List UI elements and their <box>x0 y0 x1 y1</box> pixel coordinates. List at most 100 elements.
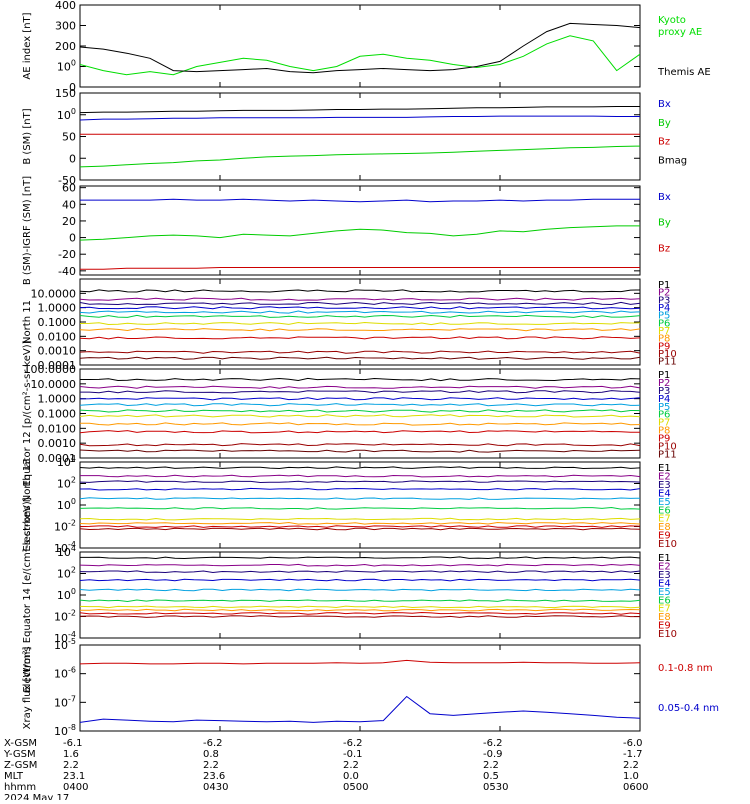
series-line-p9 <box>80 336 640 340</box>
series-line-kyoto-proxy-ae <box>80 35 640 76</box>
series-line-p4 <box>80 306 640 310</box>
series-line-0-05-0-4-nm <box>80 695 640 723</box>
series-line-p7 <box>80 321 640 326</box>
legend-label: E10 <box>658 629 677 640</box>
legend-label: P9 <box>658 341 670 352</box>
series-line-p5 <box>80 310 640 314</box>
y-tick-label: 50 <box>62 131 76 144</box>
legend-label: E8 <box>658 522 671 533</box>
series-line-bz <box>80 267 640 270</box>
legend-label: E7 <box>658 514 671 525</box>
panel-2: -50 0 50 100 150 B (SM) [nT] Bx By Bz Bmag <box>22 87 687 187</box>
y-tick-label: 1.0000 <box>38 302 77 315</box>
legend-label: P10 <box>658 349 677 360</box>
legend-label: 0.1-0.8 nm <box>658 663 713 674</box>
orbit-table: X-GSM -6.1 -6.2 -6.2 -6.2 -6.0 Y-GSM 1.6 0.8 -0.1… <box>3 738 648 804</box>
y-tick-label: -40 <box>58 265 76 278</box>
orbit-row-label: hhmm <box>4 782 36 793</box>
y-tick-label: 200 <box>55 40 76 53</box>
panel-frame <box>79 4 641 88</box>
series-line-bmag <box>80 106 640 114</box>
series-line-bx <box>80 115 640 121</box>
orbit-row-label: X-GSM <box>4 738 37 749</box>
series-line-by <box>80 225 640 241</box>
legend-label: E1 <box>658 463 671 474</box>
legend-label: E5 <box>658 497 671 508</box>
legend-label: P2 <box>658 378 670 389</box>
orbit-row-label: Y-GSM <box>3 749 36 760</box>
series-line-e4 <box>80 487 640 491</box>
legend-label: E2 <box>658 471 671 482</box>
orbit-cell: 0430 <box>203 782 228 793</box>
plot-date: 2024 May 17 <box>4 793 69 800</box>
panel-frame <box>79 92 641 181</box>
legend-label: E4 <box>658 488 671 499</box>
orbit-row-label: MLT <box>4 771 24 782</box>
y-tick-label: 40 <box>62 198 76 211</box>
legend-label: P6 <box>658 410 670 421</box>
panel-3: -40 -20 0 20 40 60 B (SM)-IGRF (SM) [nT] Bx By Bz <box>22 176 671 285</box>
series-line-p11 <box>80 449 640 453</box>
legend-label: P11 <box>658 449 677 460</box>
y-axis-label: B (SM) [nT] <box>22 108 33 164</box>
legend-label: E9 <box>658 621 671 632</box>
orbit-row-label: Z-GSM <box>4 760 37 771</box>
series-line-p4 <box>80 397 640 401</box>
legend-label: E10 <box>658 539 677 550</box>
y-tick-label: 0.0010 <box>38 437 77 450</box>
legend-label: P5 <box>658 402 670 413</box>
y-tick-label: 400 <box>55 0 76 12</box>
legend-label: E8 <box>658 612 671 623</box>
orbit-cell: 2.2 <box>483 760 499 771</box>
legend-label: E5 <box>658 587 671 598</box>
y-tick-label: 20 <box>62 215 76 228</box>
y-tick-label: 1.0000 <box>38 393 77 406</box>
series-line-p3 <box>80 301 640 306</box>
series-line-e1 <box>80 556 640 560</box>
y-tick-label: -20 <box>58 248 76 261</box>
series-line-p2 <box>80 385 640 389</box>
series-line-e10 <box>80 527 640 531</box>
legend-label: E4 <box>658 578 671 589</box>
series-line-e5 <box>80 588 640 592</box>
legend-label: P3 <box>658 386 670 397</box>
legend-label: Bx <box>658 99 671 110</box>
y-tick-label: 10-8 <box>54 723 76 738</box>
legend-label: P6 <box>658 318 670 329</box>
panel-frame <box>79 461 641 549</box>
y-tick-label: 100.0000 <box>24 363 77 376</box>
y-tick-label: 0.1000 <box>38 316 77 329</box>
orbit-cell: -0.9 <box>483 749 503 760</box>
orbit-cell: -6.0 <box>623 738 643 749</box>
series-line-e2 <box>80 563 640 567</box>
series-line-e6 <box>80 599 640 603</box>
y-tick-label: 10-7 <box>54 694 76 709</box>
y-tick-label: 10-2 <box>54 519 76 534</box>
series-line-p3 <box>80 390 640 394</box>
y-tick-label: 0.0100 <box>38 422 77 435</box>
series-line-e6 <box>80 506 640 510</box>
legend-label: P7 <box>658 418 670 429</box>
y-tick-label: 104 <box>57 454 76 469</box>
series-line-e7 <box>80 517 640 521</box>
y-tick-label: 0.0010 <box>38 345 77 358</box>
legend-label: P11 <box>658 357 677 368</box>
series-line-e8 <box>80 521 640 525</box>
orbit-cell: 0.8 <box>203 749 219 760</box>
legend-label: E2 <box>658 561 671 572</box>
series-line-p1 <box>80 289 640 293</box>
orbit-cell: 1.6 <box>63 749 79 760</box>
legend-label: Bmag <box>658 155 687 166</box>
series-line-p11 <box>80 356 640 360</box>
legend-label: P1 <box>658 370 670 381</box>
y-tick-label: 102 <box>57 566 76 581</box>
legend-label: E3 <box>658 480 671 491</box>
orbit-cell: 0600 <box>623 782 648 793</box>
legend-label: P9 <box>658 434 670 445</box>
y-axis-label: AE index [nT] <box>22 12 33 79</box>
y-axis-label: Electrons North 13 <box>22 458 33 551</box>
y-axis-label: B (SM)-IGRF (SM) [nT] <box>22 176 33 285</box>
legend-label: Bz <box>658 137 670 148</box>
series-line-e9 <box>80 611 640 615</box>
